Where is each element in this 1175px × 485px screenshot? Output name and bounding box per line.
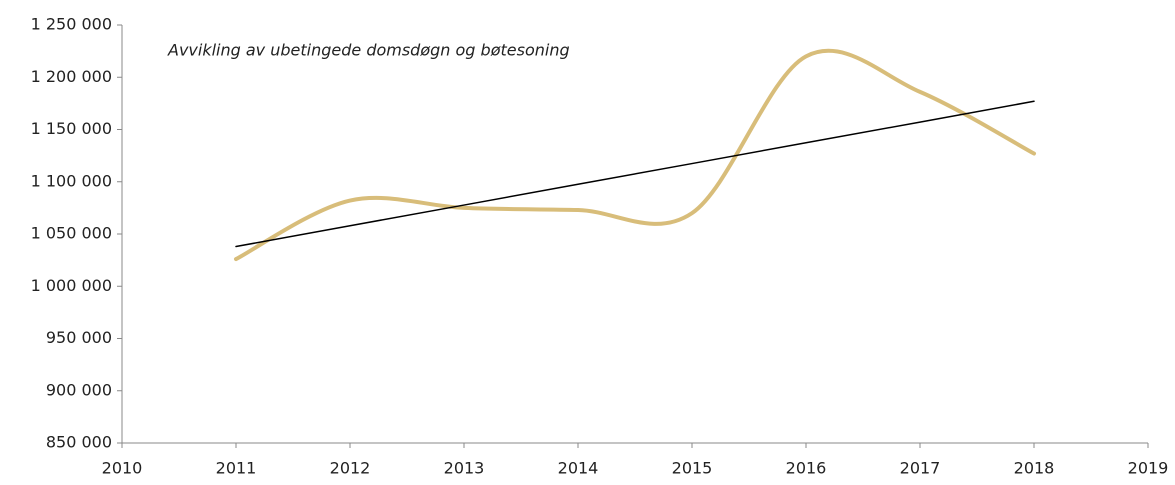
y-tick-label: 900 000 xyxy=(46,380,112,399)
y-tick-label: 1 100 000 xyxy=(31,171,112,190)
x-tick-label: 2010 xyxy=(102,459,143,478)
y-tick-label: 1 250 000 xyxy=(31,15,112,34)
x-tick-label: 2012 xyxy=(330,459,371,478)
x-tick-label: 2019 xyxy=(1128,459,1169,478)
y-tick-label: 1 150 000 xyxy=(31,119,112,138)
x-tick-label: 2015 xyxy=(672,459,713,478)
x-tick-label: 2013 xyxy=(444,459,485,478)
x-tick-label: 2016 xyxy=(786,459,827,478)
x-tick-label: 2011 xyxy=(216,459,257,478)
y-tick-label: 1 050 000 xyxy=(31,224,112,243)
x-tick-label: 2014 xyxy=(558,459,599,478)
y-tick-label: 850 000 xyxy=(46,433,112,452)
y-tick-label: 950 000 xyxy=(46,328,112,347)
trend-line xyxy=(235,100,1035,248)
y-tick-label: 1 000 000 xyxy=(31,276,112,295)
y-tick-label: 1 200 000 xyxy=(31,67,112,86)
chart-title: Avvikling av ubetingede domsdøgn og bøte… xyxy=(167,41,570,60)
x-tick-label: 2017 xyxy=(900,459,941,478)
x-tick-label: 2018 xyxy=(1014,459,1055,478)
data-line xyxy=(234,48,1036,262)
